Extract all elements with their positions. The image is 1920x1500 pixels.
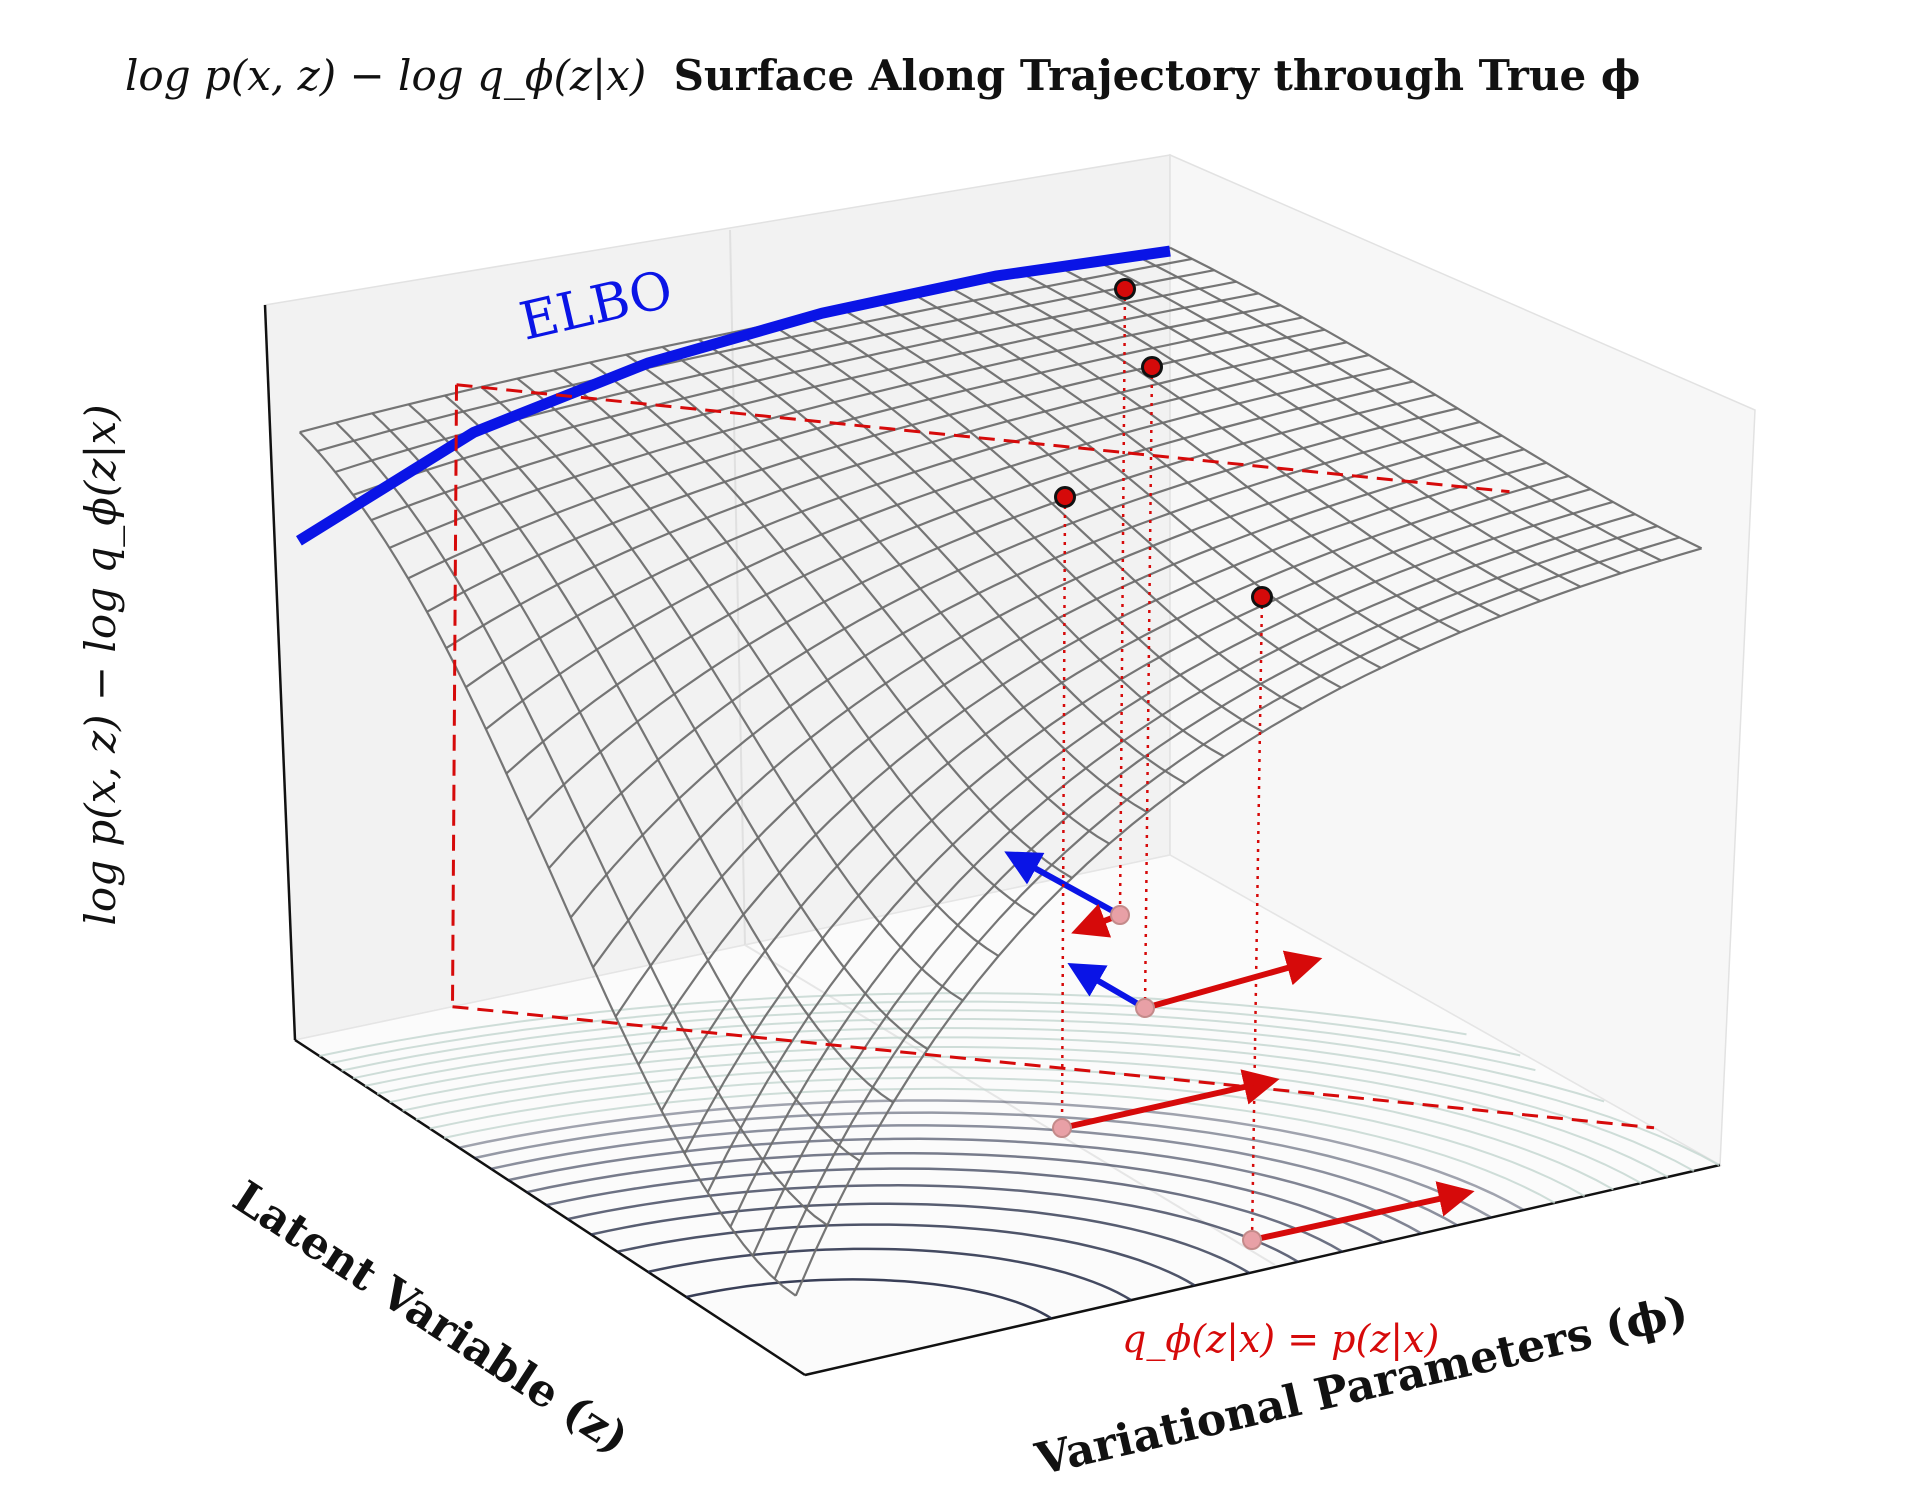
surface-point <box>1054 486 1076 508</box>
floor-point <box>1242 1230 1262 1250</box>
contour-line <box>319 992 1467 1057</box>
contour-line <box>443 1087 1556 1204</box>
true-phi-trajectory <box>451 383 1655 1130</box>
chart-title-text: Surface Along Trajectory through True ϕ <box>674 51 1641 100</box>
wire-line-z <box>445 341 1348 650</box>
x-axis-label: Variational Parameters (ϕ) <box>1030 1286 1693 1486</box>
wire-line-z <box>751 525 1658 1257</box>
wire-line-z <box>465 354 1370 689</box>
wire-line-z <box>683 488 1592 1155</box>
floor-contours <box>319 992 1720 1320</box>
contour-line <box>647 1247 1132 1302</box>
x-axis-line <box>804 1163 1721 1377</box>
z-axis-line <box>263 304 297 1041</box>
wire-line-z <box>547 407 1458 870</box>
contour-line <box>617 1223 1196 1287</box>
wire-line-z <box>505 380 1414 775</box>
trajectory-vertical <box>451 384 459 1007</box>
contour-line <box>458 1099 1525 1212</box>
surface-point <box>1141 356 1163 378</box>
contour-line <box>402 1055 1642 1184</box>
drop-line <box>1060 496 1067 1129</box>
surface-wireframe <box>298 246 1703 1297</box>
contour-line <box>330 1000 1521 1065</box>
contour-line <box>341 1009 1536 1072</box>
contour-line <box>546 1167 1343 1253</box>
trajectory-floor <box>452 1005 1655 1130</box>
pane-grid-line <box>744 944 1276 1266</box>
wire-line-z <box>637 461 1547 1066</box>
wire-line-z <box>773 536 1680 1280</box>
wire-line-z <box>370 292 1259 522</box>
sample-marks <box>1004 278 1475 1250</box>
trajectory-surface <box>456 383 1510 494</box>
wire-line-z <box>526 393 1436 821</box>
wire-line-z <box>485 367 1392 730</box>
equality-label: q_ϕ(z|x) = p(z|x) <box>1122 1317 1439 1362</box>
wire-line-z <box>407 316 1303 580</box>
contour-line <box>686 1278 1053 1320</box>
contour-line <box>376 1036 1695 1172</box>
floor-point <box>1135 998 1155 1018</box>
contour-line <box>474 1111 1492 1219</box>
chart-title: log p(x, z) − log q_ϕ(z|x) Surface Along… <box>125 51 1640 100</box>
wire-line-z <box>614 448 1525 1018</box>
wire-line-z <box>706 500 1614 1194</box>
floor-point <box>1052 1118 1072 1138</box>
contour-line <box>490 1124 1458 1227</box>
chart-title-math: log p(x, z) − log q_ϕ(z|x) <box>125 51 646 100</box>
contour-line <box>567 1184 1299 1263</box>
gradient-arrow-blue <box>1067 962 1147 1011</box>
wire-line-z <box>729 513 1636 1228</box>
contour-line <box>508 1137 1423 1235</box>
wire-line-z <box>317 257 1193 453</box>
surface-point <box>1251 586 1273 608</box>
wire-line-z <box>794 547 1702 1297</box>
contour-line <box>526 1151 1384 1244</box>
contour-line <box>429 1076 1586 1197</box>
axes-panes <box>263 153 1756 1377</box>
contour-line <box>364 1026 1720 1167</box>
gradient-arrow-red <box>1251 1181 1475 1243</box>
gradient-arrow-red <box>1061 1069 1280 1131</box>
surface-point <box>1114 278 1136 300</box>
contour-line <box>352 1018 1605 1103</box>
elbo-curve <box>296 245 1171 546</box>
wire-line-z <box>352 280 1237 496</box>
wire-line-z <box>426 328 1325 613</box>
contour-line <box>590 1202 1251 1275</box>
wire-line-z <box>389 304 1281 549</box>
y-axis-line <box>294 1038 806 1377</box>
floor-point <box>1110 905 1130 925</box>
wire-line-z <box>592 434 1503 969</box>
z-axis-label: log p(x, z) − log q_ϕ(z|x) <box>76 404 125 925</box>
gradient-arrow-red <box>1144 950 1323 1011</box>
wire-line-z <box>660 475 1569 1112</box>
contour-line <box>389 1046 1669 1178</box>
wire-line-z <box>569 420 1480 919</box>
